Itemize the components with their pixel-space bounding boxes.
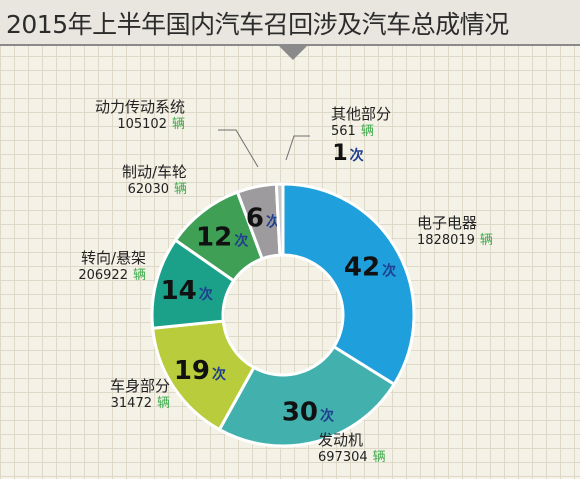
slice-value-electrical: 42 次: [344, 253, 396, 283]
label-powertrain-count: 105102: [117, 117, 167, 132]
label-body-count: 31472: [110, 396, 152, 411]
vehicle-unit: 辆: [479, 233, 493, 248]
label-engine: 发动机 697304 辆: [318, 431, 386, 467]
slice-value-brake: 12 次: [196, 222, 248, 252]
leader-line-other: [285, 135, 310, 161]
vehicle-unit: 辆: [171, 117, 185, 132]
label-brake-name: 制动/车轮: [121, 163, 187, 181]
label-other-count: 561: [331, 124, 356, 139]
slice-value-engine: 30 次: [282, 397, 334, 427]
label-body-name: 车身部分: [109, 377, 170, 395]
vehicle-unit: 辆: [372, 450, 386, 465]
donut-slice-engine: [217, 345, 396, 448]
label-engine-name: 发动机: [318, 431, 364, 449]
label-other: 其他部分 561 辆: [331, 105, 391, 141]
label-brake: 制动/车轮 62030 辆: [87, 163, 187, 199]
label-steering-count: 206922: [78, 268, 128, 283]
donut-slice-body: [151, 319, 256, 432]
slice-value-steering: 14 次: [161, 276, 213, 306]
label-other-name: 其他部分: [331, 105, 392, 123]
vehicle-unit: 辆: [132, 268, 146, 283]
vehicle-unit: 辆: [173, 182, 187, 197]
header-bar: 2015年上半年国内汽车召回涉及汽车总成情况: [0, 0, 580, 44]
label-steering-name: 转向/悬架: [80, 249, 146, 267]
label-brake-count: 62030: [127, 182, 169, 197]
donut-slice-other: [274, 182, 285, 257]
label-powertrain-name: 动力传动系统: [94, 98, 185, 116]
vehicle-unit: 辆: [360, 124, 374, 139]
page-title: 2015年上半年国内汽车召回涉及汽车总成情况: [6, 10, 509, 39]
label-electrical-count: 1828019: [417, 233, 475, 248]
header-divider: [0, 44, 580, 46]
label-electrical: 电子电器 1828019 辆: [417, 214, 493, 250]
label-powertrain: 动力传动系统 105102 辆: [85, 98, 185, 134]
slice-value-body: 19 次: [174, 356, 226, 386]
label-electrical-name: 电子电器: [417, 214, 478, 232]
leader-line-powertrain: [218, 129, 259, 168]
vehicle-unit: 辆: [156, 396, 170, 411]
label-steering: 转向/悬架 206922 辆: [46, 249, 146, 285]
donut-slice-electrical: [281, 182, 416, 386]
header-pointer: [279, 46, 307, 60]
label-body: 车身部分 31472 辆: [70, 377, 170, 413]
label-engine-count: 697304: [318, 450, 368, 465]
